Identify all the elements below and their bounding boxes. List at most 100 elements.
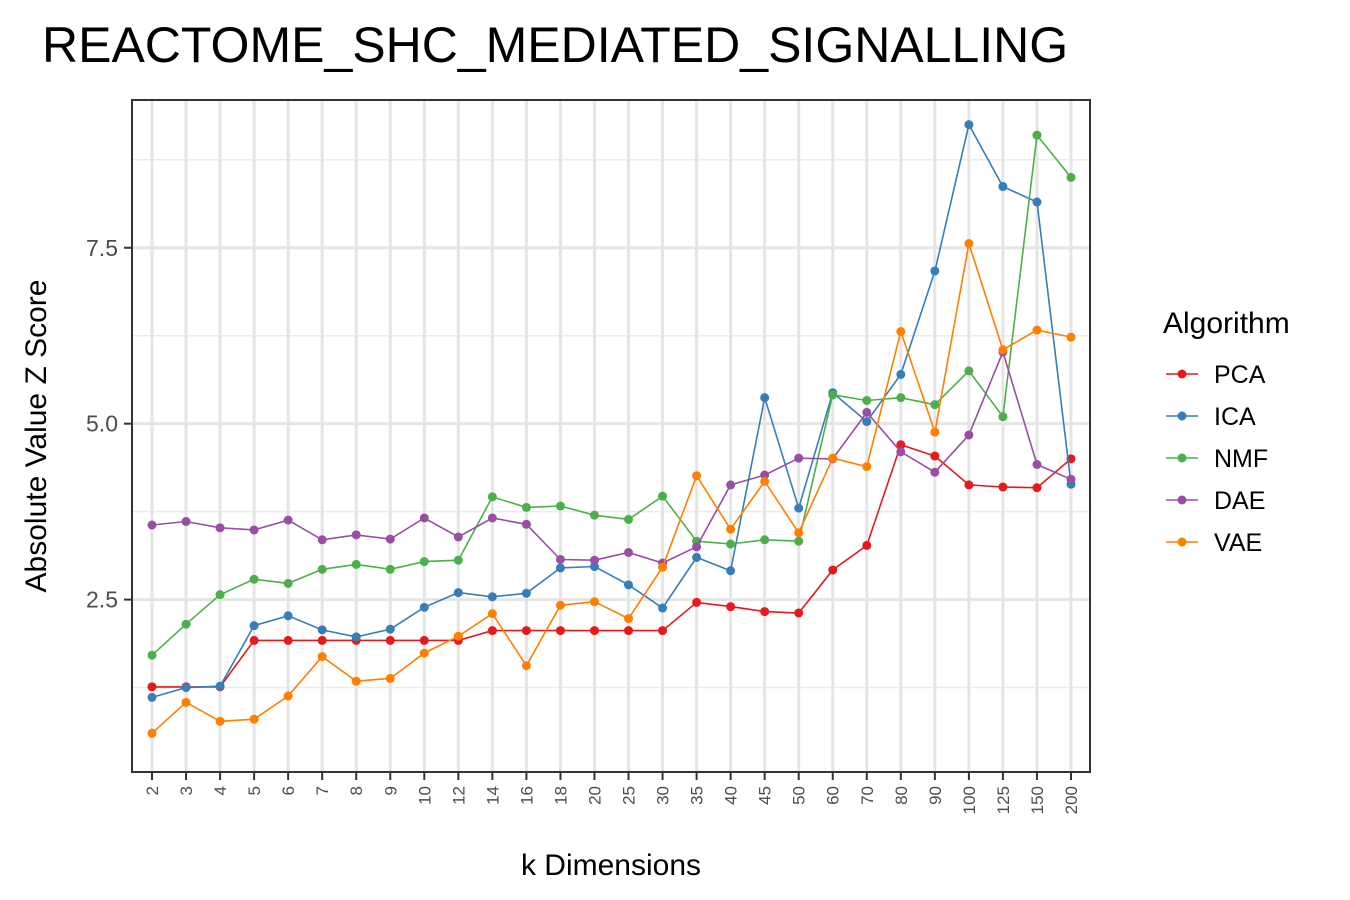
data-point-ica — [726, 566, 736, 576]
data-point-dae — [351, 530, 361, 540]
data-point-pca — [317, 635, 327, 645]
data-point-nmf — [147, 650, 157, 660]
data-point-ica — [385, 624, 395, 634]
data-point-nmf — [521, 502, 531, 512]
x-tick-label: 14 — [483, 786, 502, 805]
data-point-nmf — [726, 539, 736, 549]
data-point-nmf — [181, 619, 191, 629]
data-point-vae — [1032, 325, 1042, 335]
data-point-dae — [862, 407, 872, 417]
data-point-nmf — [453, 555, 463, 565]
data-point-vae — [385, 673, 395, 683]
data-point-dae — [385, 534, 395, 544]
data-point-vae — [692, 471, 702, 481]
data-point-nmf — [283, 578, 293, 588]
legend-key-point — [1177, 495, 1187, 505]
legend-key-point — [1177, 369, 1187, 379]
x-tick-label: 50 — [790, 786, 809, 805]
data-point-dae — [760, 470, 770, 480]
data-point-ica — [862, 417, 872, 427]
data-point-vae — [964, 239, 974, 249]
data-point-nmf — [862, 395, 872, 405]
data-point-ica — [624, 580, 634, 590]
data-point-ica — [317, 625, 327, 635]
data-point-dae — [692, 542, 702, 552]
x-tick-label: 25 — [620, 786, 639, 805]
legend-title: Algorithm — [1163, 307, 1290, 340]
x-tick-label: 9 — [381, 786, 400, 795]
legend-item-vae: VAE — [1166, 529, 1262, 557]
legend-item-dae: DAE — [1166, 487, 1265, 515]
data-point-ica — [147, 692, 157, 702]
data-point-ica — [419, 602, 429, 612]
legend-item-nmf: NMF — [1166, 445, 1268, 473]
legend-item-pca: PCA — [1166, 361, 1266, 389]
data-point-pca — [794, 608, 804, 618]
data-point-ica — [249, 621, 259, 631]
data-point-dae — [317, 535, 327, 545]
data-point-vae — [317, 652, 327, 662]
data-point-nmf — [487, 492, 497, 502]
data-point-pca — [283, 635, 293, 645]
data-point-nmf — [1032, 130, 1042, 140]
data-point-nmf — [419, 557, 429, 567]
x-tick-label: 150 — [1028, 786, 1047, 814]
data-point-dae — [624, 547, 634, 557]
data-point-nmf — [317, 564, 327, 574]
x-tick-label: 16 — [517, 786, 536, 805]
data-point-vae — [760, 476, 770, 486]
y-tick-label: 7.5 — [86, 235, 118, 261]
data-point-nmf — [385, 564, 395, 574]
data-point-vae — [658, 562, 668, 572]
legend-label: PCA — [1214, 361, 1266, 389]
legend-label: VAE — [1214, 529, 1262, 557]
data-point-pca — [828, 565, 838, 575]
data-point-dae — [589, 555, 599, 565]
y-axis-title: Absolute Value Z Score — [20, 280, 53, 593]
data-point-vae — [521, 661, 531, 671]
data-point-dae — [181, 516, 191, 526]
data-point-pca — [521, 626, 531, 636]
x-tick-label: 5 — [245, 786, 264, 795]
data-point-dae — [1066, 474, 1076, 484]
y-tick-label: 2.5 — [86, 587, 118, 613]
series-nmf — [147, 130, 1076, 660]
data-point-nmf — [998, 412, 1008, 422]
data-point-vae — [351, 676, 361, 686]
data-point-vae — [555, 600, 565, 610]
legend: Algorithm PCA ICA NMF DAE VAE — [1163, 307, 1290, 557]
series-line-ica — [151, 122, 1072, 699]
x-tick-label: 3 — [177, 786, 196, 795]
series-layer — [147, 120, 1076, 738]
data-point-nmf — [828, 390, 838, 400]
data-point-vae — [487, 609, 497, 619]
data-point-pca — [624, 626, 634, 636]
data-point-pca — [862, 540, 872, 550]
data-point-dae — [555, 554, 565, 564]
series-ica — [147, 120, 1076, 702]
data-point-nmf — [930, 400, 940, 410]
data-point-ica — [283, 611, 293, 621]
x-tick-label: 60 — [824, 786, 843, 805]
axes: 2.55.07.52 3 4 5 6 7 8 9 10 12 14 16 18 20 25 30 35 40 45 5… — [86, 235, 1081, 815]
x-tick-label: 70 — [858, 786, 877, 805]
data-point-dae — [249, 525, 259, 535]
x-tick-label: 6 — [279, 786, 298, 795]
x-tick-label: 7 — [313, 786, 332, 795]
data-point-vae — [147, 728, 157, 738]
x-tick-label: 10 — [415, 786, 434, 805]
series-line-pca — [152, 443, 1072, 688]
x-tick-label: 90 — [926, 786, 945, 805]
grid-lines — [132, 100, 1090, 772]
data-point-pca — [385, 635, 395, 645]
x-tick-label: 30 — [654, 786, 673, 805]
data-point-nmf — [215, 590, 225, 600]
data-point-vae — [283, 691, 293, 701]
data-point-ica — [181, 683, 191, 693]
data-point-pca — [589, 626, 599, 636]
data-point-pca — [1032, 483, 1042, 493]
data-point-dae — [283, 515, 293, 525]
x-tick-label: 20 — [585, 786, 604, 805]
series-vae — [147, 239, 1076, 738]
